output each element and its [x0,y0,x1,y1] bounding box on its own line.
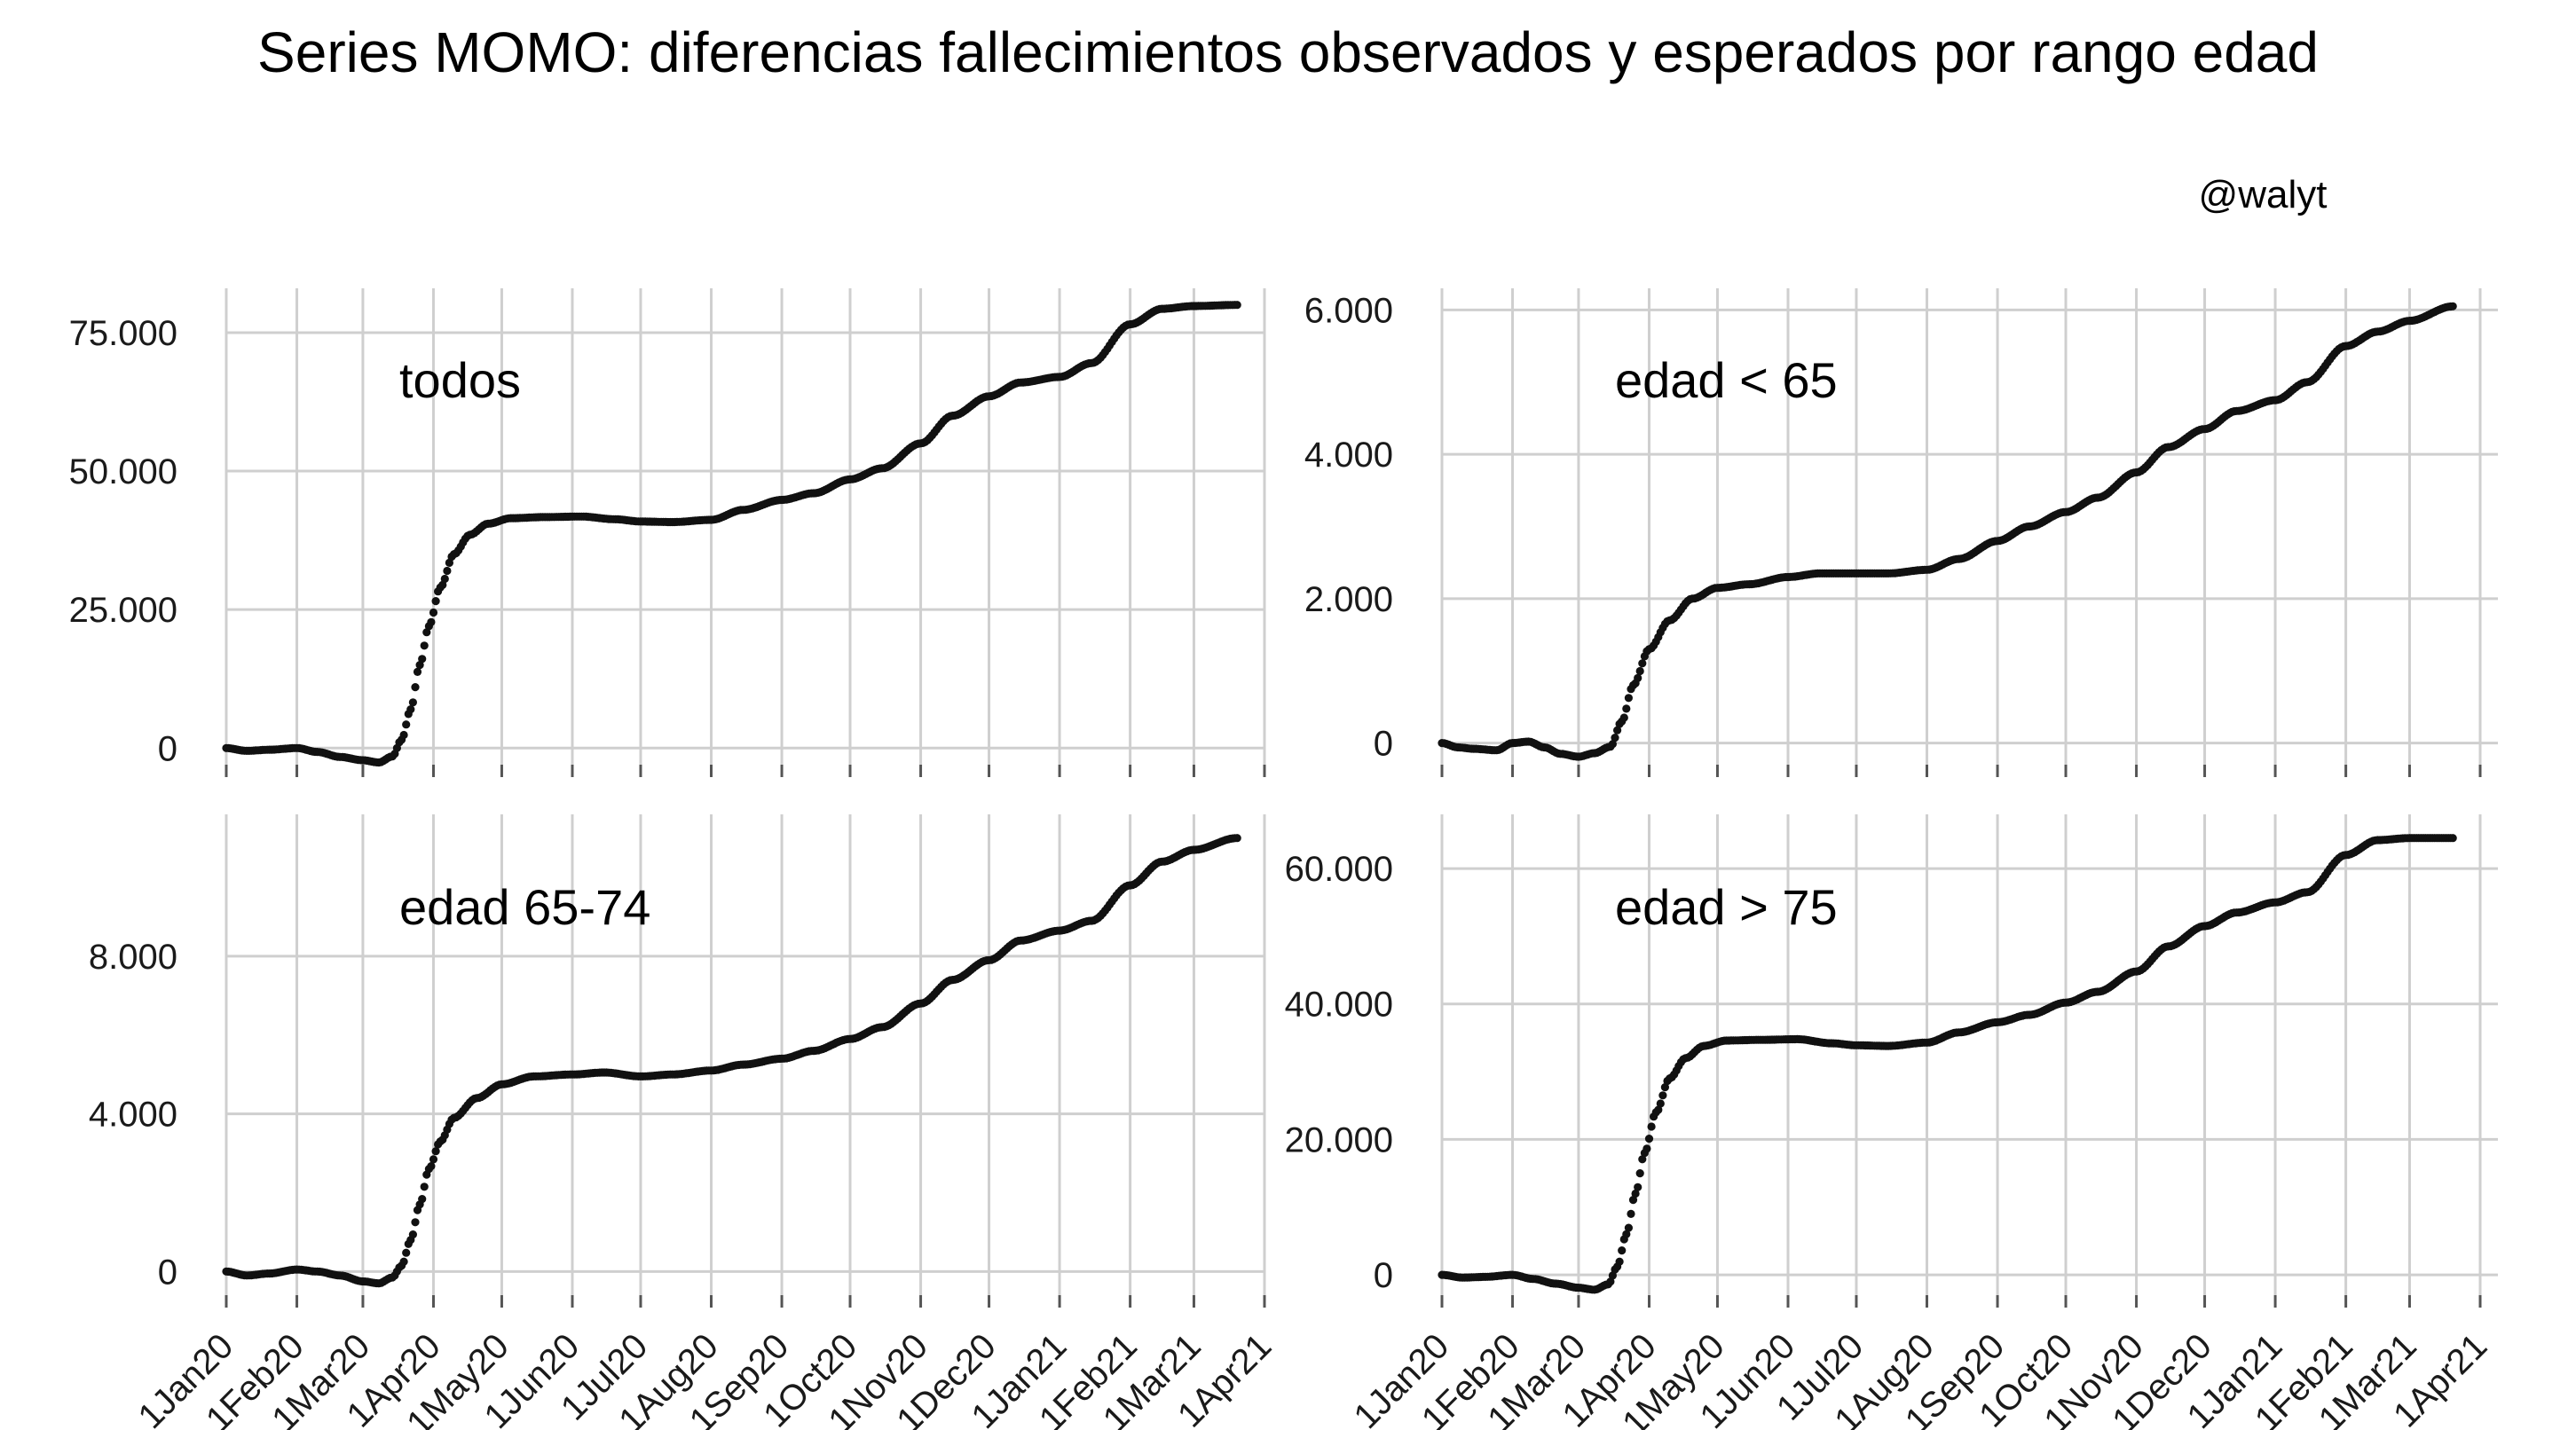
data-point [1608,1271,1617,1280]
data-point [1608,740,1617,749]
credit-label: @walyt [2198,173,2328,216]
data-point [1615,1257,1624,1266]
panel-1: 0 25.000 50.000 75.000 todos [69,288,1266,777]
data-point [402,1248,411,1257]
data-point [420,1182,429,1191]
data-point [418,1195,427,1204]
data-point [1233,301,1241,310]
series-points [1438,302,2457,761]
data-point [427,1162,436,1171]
y-tick-label: 8.000 [89,938,177,977]
panel-label: todos [399,352,521,408]
data-point [402,720,411,729]
data-point [440,574,449,584]
data-point [1624,1223,1633,1232]
data-point [1647,1122,1656,1131]
data-point [1611,734,1619,742]
y-tick-label: 75.000 [69,314,177,353]
panel-label: edad 65-74 [399,879,650,935]
y-tick-label: 20.000 [1285,1120,1393,1159]
data-point [2448,834,2457,843]
data-point [1628,1196,1638,1205]
data-point [413,667,422,677]
data-point [1642,1144,1651,1153]
panel-4: 020.00040.00060.0001Jan201Feb201Mar201Ap… [1285,814,2498,1430]
data-point [2448,302,2457,310]
y-tick-label: 0 [1374,1256,1393,1295]
data-point [443,566,452,576]
data-point [1635,1169,1644,1178]
data-point [411,683,420,692]
series-points [222,301,1241,767]
data-point [399,730,408,740]
y-tick-label: 60.000 [1285,850,1393,889]
data-point [399,1257,408,1266]
panel-label: edad < 65 [1615,352,1838,408]
data-point [408,1230,417,1239]
y-tick-label: 2.000 [1304,580,1393,619]
chart-title: Series MOMO: diferencias fallecimientos … [257,20,2319,84]
data-point [418,655,427,664]
y-tick-label: 0 [158,729,177,768]
series-points [1438,834,2457,1294]
data-point [1660,1083,1669,1092]
data-point [1654,1105,1663,1114]
data-point [445,558,453,568]
data-point [1613,726,1622,735]
y-tick-label: 50.000 [69,452,177,491]
y-tick-label: 0 [158,1253,177,1292]
data-point [1627,1209,1635,1218]
panel-label: edad > 75 [1615,879,1838,935]
y-tick-label: 40.000 [1285,986,1393,1025]
y-tick-label: 4.000 [89,1096,177,1135]
data-point [420,641,429,650]
y-tick-label: 6.000 [1304,291,1393,330]
data-point [427,617,436,626]
data-point [1644,1135,1654,1143]
data-point [1619,713,1628,722]
data-point [411,1218,420,1227]
data-point [1624,694,1633,703]
data-point [1622,704,1631,713]
data-point [429,1155,438,1164]
data-point [1622,1230,1631,1238]
data-point [1618,1246,1627,1255]
data-point [408,698,417,707]
data-point [1631,1189,1640,1198]
data-point [1634,673,1642,683]
data-point [1638,659,1647,668]
data-point [429,608,438,617]
data-point [1658,1091,1667,1100]
y-tick-label: 0 [1374,725,1393,764]
data-point [1233,834,1241,843]
data-point [1635,666,1644,676]
y-tick-label: 25.000 [69,591,177,630]
data-point [1638,1155,1647,1164]
panel-2: 0 2.000 4.000 6.000 edad < 65 [1304,288,2498,777]
panel-3: 04.0008.0001Jan201Feb201Mar201Apr201May2… [89,814,1279,1430]
data-point [406,705,415,714]
data-point [431,597,440,606]
data-point [431,1147,440,1156]
data-point [438,580,447,590]
y-tick-label: 4.000 [1304,436,1393,475]
data-point [1656,1099,1665,1108]
series-points [222,834,1241,1288]
data-point [1634,1182,1642,1191]
